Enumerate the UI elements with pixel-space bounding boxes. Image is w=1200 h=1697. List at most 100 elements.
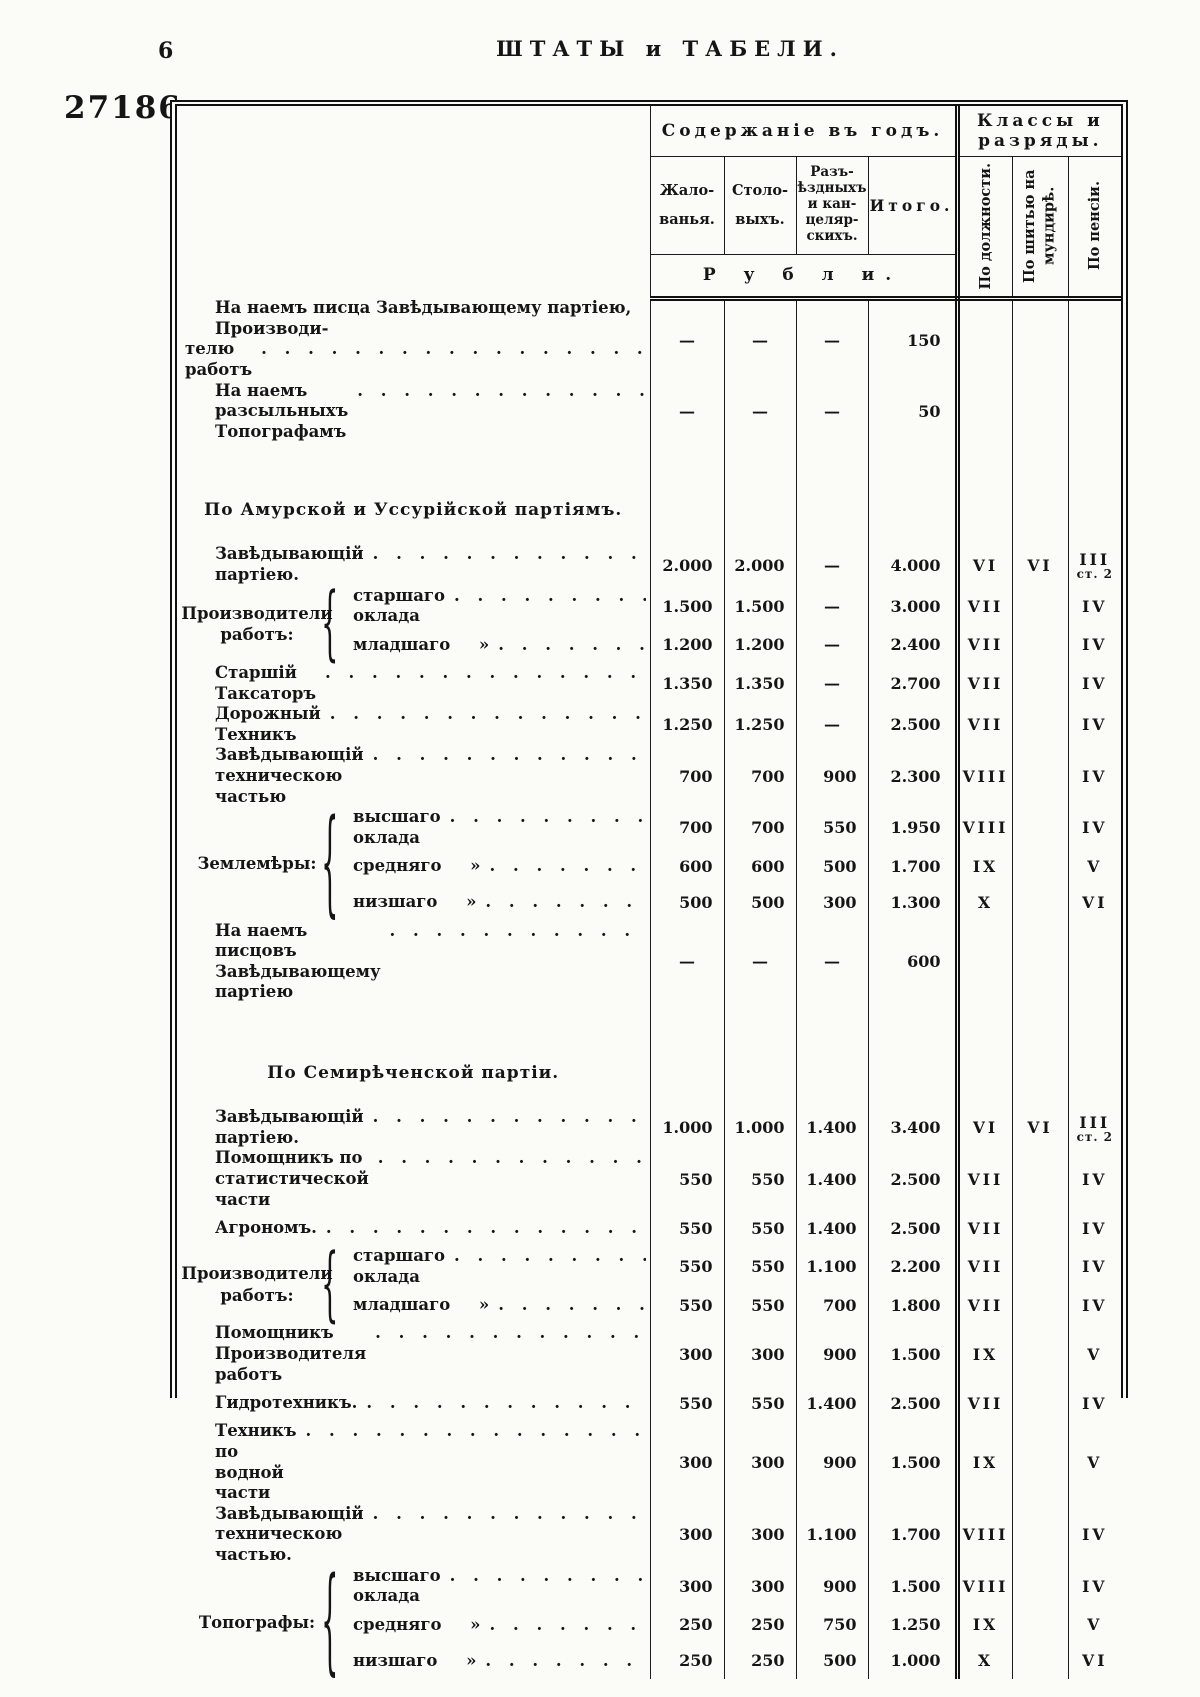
meals-cell: 1.350 — [723, 662, 796, 705]
total-cell: 50 — [867, 380, 958, 443]
section-title: По Семирѣченской партіи. — [267, 1063, 560, 1083]
travel-cell: — — [795, 662, 868, 705]
staff-table-grid: Содержаніе въ годъ. Классы и разряды. Жа… — [177, 106, 1122, 1690]
class-pension-cell: IV — [1067, 1385, 1122, 1422]
row-label: средняго ». . . . . . . . . . . . . . . … — [337, 1607, 650, 1643]
salary-cell — [649, 442, 724, 493]
class-position-cell: IX — [954, 848, 1013, 885]
column-header-salary: Жало- ванья. — [649, 156, 724, 254]
salary-cell — [649, 492, 724, 529]
row-label: Гидротехникъ.. . . . . . . . . . . . . .… — [177, 1385, 650, 1421]
spacer-cell — [177, 442, 650, 492]
row-label: младшаго ». . . . . . . . . . . . . . . … — [337, 627, 650, 663]
dot-leader: . . . . . . . . . . . . . . . . . . . . … — [485, 1650, 645, 1670]
total-cell: 2.500 — [867, 704, 958, 746]
class-position-cell: VIII — [954, 745, 1013, 808]
row-label: На наемъ разсыльныхъ Топографамъ. . . . … — [177, 381, 650, 443]
meals-cell — [723, 492, 796, 529]
total-cell: 1.000 — [867, 1642, 958, 1679]
table-row: Завѣдывающій техническою частью.. . . . … — [177, 1503, 1122, 1566]
dot-leader: . . . . . . . . . . . . . . . . . . . . … — [377, 1148, 646, 1168]
class-position-cell: VII — [954, 1210, 1013, 1247]
column-header-travel: Разъ- ѣздныхъ и кан- целяр- скихъ. — [795, 156, 868, 254]
group-brace: { — [321, 576, 339, 673]
travel-cell: 1.400 — [795, 1148, 868, 1211]
table-row: Производители работъ:{старшаго оклада. . … — [177, 1237, 1122, 1333]
salary-cell: — — [649, 380, 724, 443]
class-position-cell: X — [954, 1642, 1013, 1679]
travel-cell: — — [795, 585, 868, 627]
row-label: Агрономъ.. . . . . . . . . . . . . . . .… — [177, 1210, 650, 1246]
class-uniform-cell — [1011, 745, 1069, 808]
class-pension-cell: IV — [1067, 1503, 1122, 1566]
travel-cell: 300 — [795, 884, 868, 921]
class-pension-cell: IV — [1067, 1246, 1122, 1288]
class-uniform-cell — [1011, 298, 1069, 381]
class-position-cell: IX — [954, 1323, 1013, 1386]
class-pension-cell — [1067, 1003, 1122, 1055]
class-position-cell — [954, 380, 1013, 443]
salary-cell: 550 — [649, 1246, 724, 1288]
total-cell — [867, 1055, 958, 1091]
column-header-class-position: По должности. — [954, 156, 1013, 301]
class-uniform-cell — [1011, 492, 1069, 529]
column-header-class-pension: По пенсіи. — [1067, 156, 1122, 301]
class-pension-cell — [1067, 920, 1122, 1003]
total-cell: 4.000 — [867, 544, 958, 586]
dot-leader: . . . . . . . . . . . . . . . . . . . . … — [329, 704, 646, 724]
total-cell: 1.700 — [867, 848, 958, 885]
class-uniform-cell — [1011, 1565, 1069, 1607]
total-cell: 1.800 — [867, 1287, 958, 1324]
class-pension-cell: IV — [1067, 626, 1122, 663]
table-row: Помощникъ Производителя работъ. . . . . … — [177, 1323, 1122, 1386]
class-pension-cell: III ст. 2 — [1067, 1107, 1122, 1149]
meals-cell: 250 — [723, 1642, 796, 1679]
class-uniform-cell — [1011, 807, 1069, 849]
table-row: средняго ». . . . . . . . . . . . . . . … — [177, 848, 1122, 885]
meals-cell — [723, 442, 796, 493]
dot-leader: . . . . . . . . . . . . . . . . . . . . … — [372, 1503, 646, 1523]
class-pension-cell — [1067, 380, 1122, 443]
group-brace: { — [321, 1236, 339, 1333]
group-label-cell: Землемѣры:{ — [177, 796, 339, 932]
dot-leader: . . . . . . . . . . . . . . . . . . . . … — [372, 745, 646, 765]
class-pension-cell: IV — [1067, 807, 1122, 849]
class-position-cell: VII — [954, 1287, 1013, 1324]
class-pension-cell: VI — [1067, 1642, 1122, 1679]
class-pension-cell: IV — [1067, 585, 1122, 627]
spacer-row — [177, 442, 1122, 493]
salary-cell: 1.250 — [649, 704, 724, 746]
header-content-per-year: Содержаніе въ годъ. — [649, 106, 958, 157]
page-title: ШТАТЫ и ТАБЕЛИ. — [496, 36, 844, 61]
table-row: низшаго ». . . . . . . . . . . . . . . .… — [177, 884, 1122, 921]
dot-leader: . . . . . . . . . . . . . . . . . . . . … — [366, 1392, 645, 1412]
travel-cell: 900 — [795, 1323, 868, 1386]
class-pension-cell: III ст. 2 — [1067, 544, 1122, 586]
meals-cell: 300 — [723, 1503, 796, 1566]
total-cell: 1.700 — [867, 1503, 958, 1566]
total-cell: 2.400 — [867, 626, 958, 663]
dot-leader: . . . . . . . . . . . . . . . . . . . . … — [261, 339, 645, 359]
total-cell: 2.500 — [867, 1148, 958, 1211]
meals-cell: 2.000 — [723, 544, 796, 586]
dot-leader: . . . . . . . . . . . . . . . . . . . . … — [485, 892, 645, 912]
group-label-cell: Топографы:{ — [177, 1554, 339, 1690]
salary-cell: — — [649, 920, 724, 1003]
salary-cell: 300 — [649, 1565, 724, 1607]
spacer-row — [177, 1003, 1122, 1055]
travel-cell: 1.400 — [795, 1385, 868, 1422]
pension-note: ст. 2 — [1076, 1129, 1114, 1144]
row-label: высшаго оклада. . . . . . . . . . . . . … — [337, 807, 650, 848]
travel-cell — [795, 492, 868, 529]
meals-cell: 700 — [723, 807, 796, 849]
travel-cell: 900 — [795, 745, 868, 808]
meals-cell: 550 — [723, 1385, 796, 1422]
total-cell: 1.300 — [867, 884, 958, 921]
meals-cell: 1.000 — [723, 1107, 796, 1149]
label-column-header — [177, 106, 650, 298]
class-uniform-cell — [1011, 848, 1069, 885]
total-cell — [867, 442, 958, 493]
class-uniform-cell — [1011, 1323, 1069, 1386]
row-label: низшаго ». . . . . . . . . . . . . . . .… — [337, 1643, 650, 1679]
meals-cell: — — [723, 920, 796, 1003]
